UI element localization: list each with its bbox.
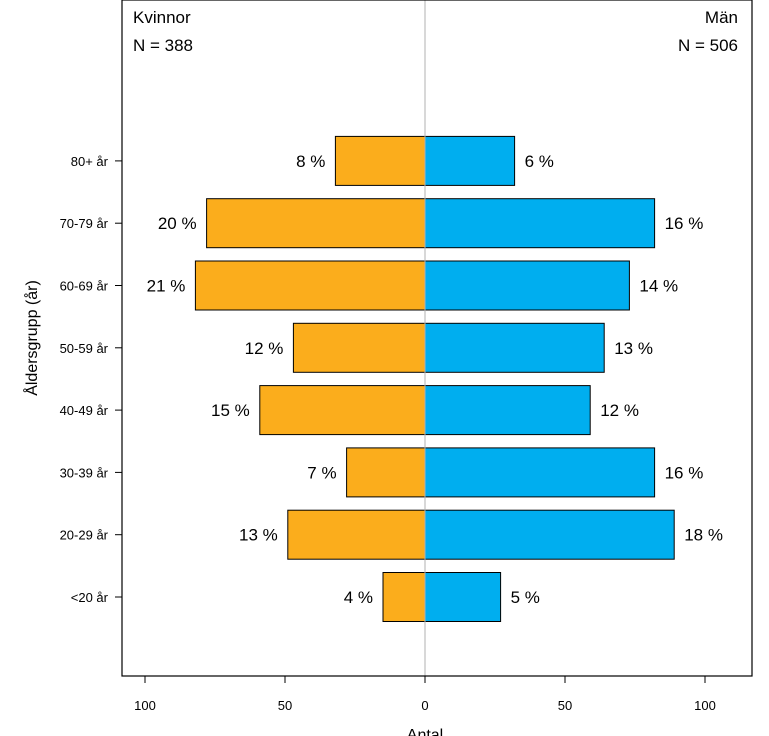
- x-tick-label-0: 100: [134, 698, 156, 713]
- bar-label-man-6: 16 %: [665, 214, 704, 233]
- bar-label-man-4: 13 %: [614, 339, 653, 358]
- bar-man-6: [424, 198, 656, 249]
- bar-kvinnor-1: [287, 509, 426, 560]
- bar-label-kvinnor-4: 12 %: [245, 339, 284, 358]
- legend-right-count: N = 506: [678, 36, 738, 55]
- ticks-layer: <20 år 20-29 år 30-39 år 40-49 år 50-59 år 60…: [60, 154, 716, 713]
- bar-label-man-2: 16 %: [665, 463, 704, 482]
- bar-man-2: [424, 447, 656, 498]
- bar-label-kvinnor-5: 21 %: [147, 277, 186, 296]
- bar-label-man-1: 18 %: [684, 526, 723, 545]
- bar-kvinnor-3: [259, 385, 426, 436]
- x-axis-title: Antal: [407, 727, 443, 736]
- y-axis-title: Åldersgrupp (år): [22, 280, 41, 396]
- bar-kvinnor-6: [206, 198, 426, 249]
- y-tick-label-5: 60-69 år: [60, 279, 109, 294]
- bar-kvinnor-7: [334, 135, 426, 186]
- bar-label-kvinnor-2: 7 %: [307, 463, 336, 482]
- y-tick-label-0: <20 år: [71, 590, 109, 605]
- x-tick-label-4: 100: [694, 698, 716, 713]
- bar-label-man-0: 5 %: [511, 588, 540, 607]
- bar-man-0: [424, 572, 502, 622]
- y-tick-label-6: 70-79 år: [60, 216, 109, 231]
- bar-man-3: [424, 385, 591, 436]
- bar-label-man-5: 14 %: [639, 277, 678, 296]
- legend-left-count: N = 388: [133, 36, 193, 55]
- bar-man-5: [424, 260, 630, 311]
- plot-frame: [121, 0, 753, 677]
- legend-right-name: Män: [705, 8, 738, 27]
- bar-label-kvinnor-7: 8 %: [296, 152, 325, 171]
- y-tick-label-4: 50-59 år: [60, 341, 109, 356]
- y-tick-label-1: 20-29 år: [60, 528, 109, 543]
- bars-layer: [194, 135, 675, 622]
- bar-label-kvinnor-0: 4 %: [344, 588, 373, 607]
- bar-label-man-7: 6 %: [525, 152, 554, 171]
- bar-kvinnor-0: [382, 572, 426, 622]
- bar-label-kvinnor-3: 15 %: [211, 401, 250, 420]
- bar-kvinnor-5: [194, 260, 426, 311]
- bar-man-4: [424, 322, 605, 373]
- bar-kvinnor-4: [292, 322, 426, 373]
- x-tick-label-2: 0: [421, 698, 428, 713]
- legend-left-name: Kvinnor: [133, 8, 191, 27]
- bar-kvinnor-2: [346, 447, 426, 498]
- x-tick-label-1: 50: [278, 698, 292, 713]
- y-tick-label-3: 40-49 år: [60, 403, 109, 418]
- bar-label-kvinnor-1: 13 %: [239, 526, 278, 545]
- y-tick-label-7: 80+ år: [71, 154, 109, 169]
- x-tick-label-3: 50: [558, 698, 572, 713]
- y-tick-label-2: 30-39 år: [60, 465, 109, 480]
- bar-man-1: [424, 509, 675, 560]
- bar-label-kvinnor-6: 20 %: [158, 214, 197, 233]
- bar-label-man-3: 12 %: [600, 401, 639, 420]
- bar-man-7: [424, 135, 516, 186]
- labels-layer: 4 % 13 % 7 % 15 % 12 % 21 % 20 % 8 % 5 % 18 % 16 %…: [147, 152, 723, 607]
